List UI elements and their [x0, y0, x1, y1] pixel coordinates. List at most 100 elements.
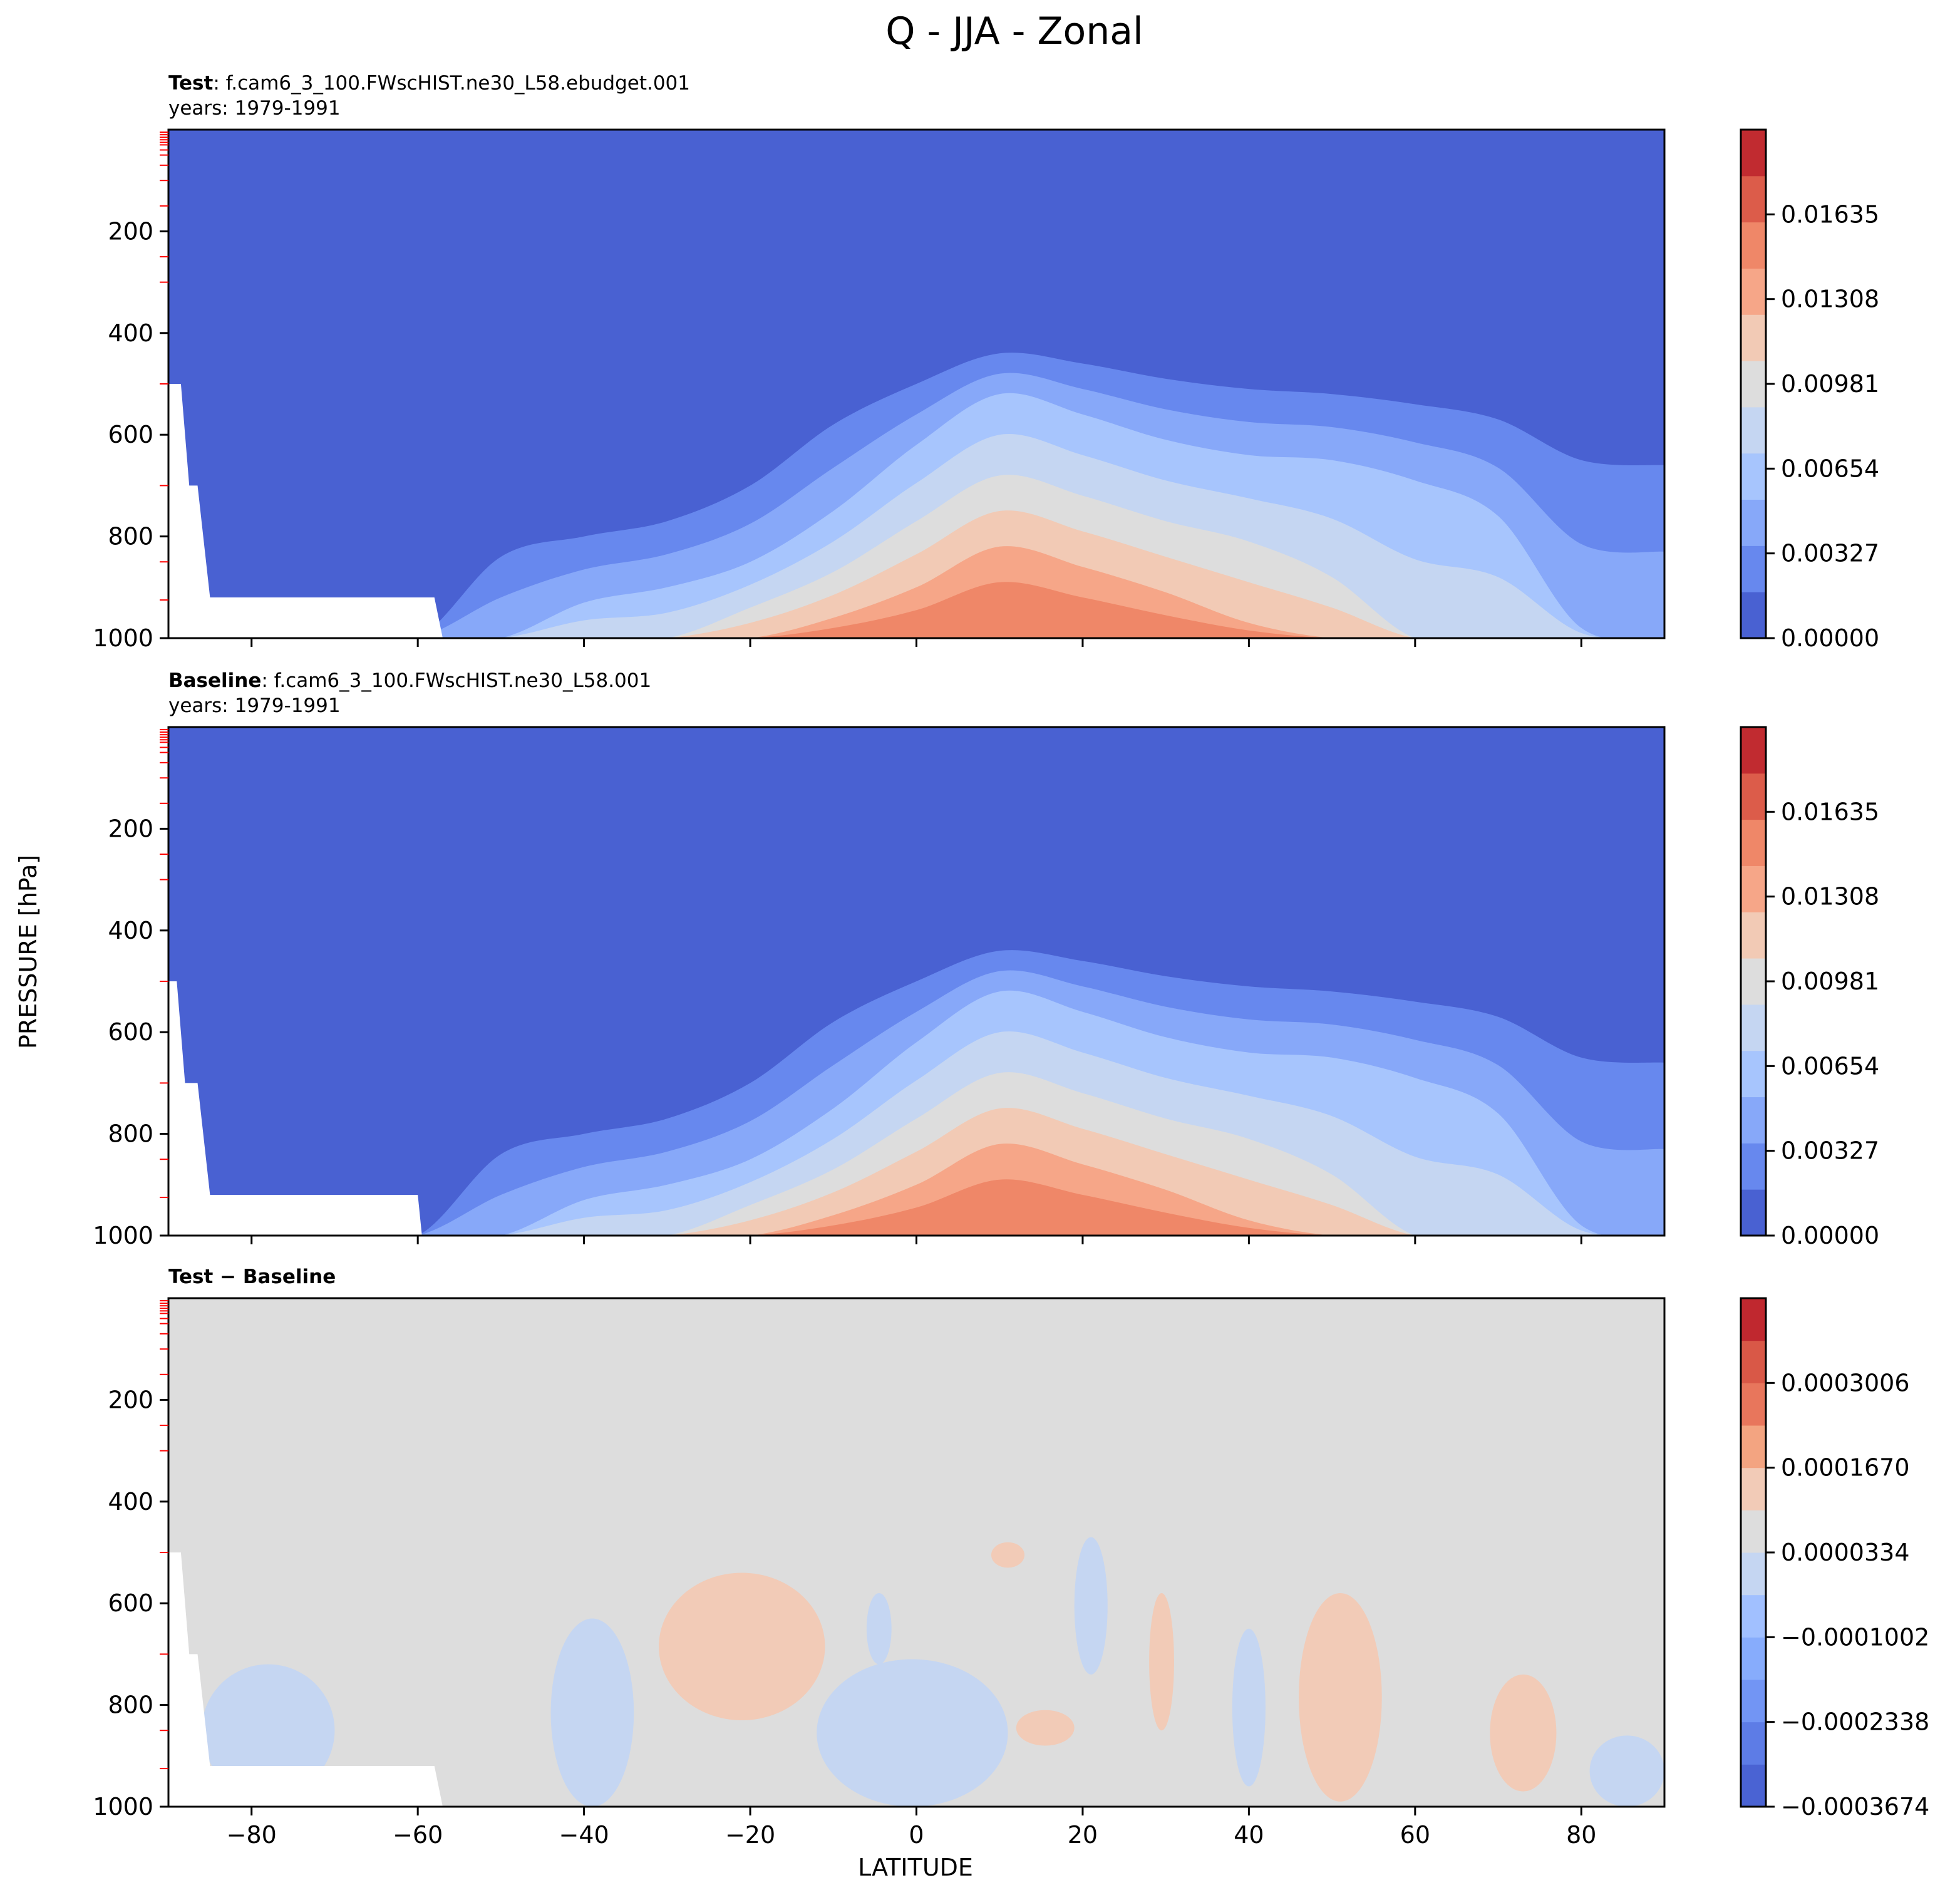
panel-baseline-label-bold: Baseline: [168, 669, 261, 692]
colorbar-tick-label: −0.0002338: [1781, 1708, 1929, 1736]
colorbar-band: [1741, 1552, 1766, 1596]
colorbar-tick-label: 0.0000334: [1781, 1539, 1910, 1566]
panel-difference-xaxis: −80 −60 −40 −20 0 20 40 60 80: [227, 1807, 1596, 1849]
test-surface-mask: [168, 384, 443, 638]
difference-feature-negative: [817, 1659, 1008, 1807]
colorbar-band: [1741, 1764, 1766, 1807]
y-tick-label: 800: [108, 523, 153, 550]
colorbar-tick-label: 0.00981: [1781, 370, 1879, 398]
colorbar-tick-label: 0.00000: [1781, 624, 1879, 652]
baseline-bands: [168, 727, 1664, 1236]
panel-baseline: Baseline: f.cam6_3_100.FWscHIST.ne30_L58…: [93, 669, 1879, 1249]
colorbar-band: [1741, 1594, 1766, 1638]
colorbar-band: [1741, 1680, 1766, 1723]
panel-test: Test: f.cam6_3_100.FWscHIST.ne30_L58.ebu…: [93, 72, 1879, 652]
colorbar-band: [1741, 1004, 1766, 1051]
band-8: [168, 582, 1664, 638]
colorbar-tick-label: −0.0003674: [1781, 1793, 1929, 1820]
colorbar-band: [1741, 958, 1766, 1005]
x-tick-label: 0: [909, 1821, 924, 1849]
colorbar-tick-label: 0.01308: [1781, 286, 1879, 313]
colorbar-tick-label: 0.01308: [1781, 883, 1879, 911]
y-tick-label: 600: [108, 1018, 153, 1046]
colorbar-tick-label: 0.0001670: [1781, 1454, 1910, 1482]
colorbar-tick-label: 0.00654: [1781, 1052, 1879, 1080]
difference-feature-negative: [1074, 1537, 1108, 1675]
difference-feature-negative: [550, 1618, 634, 1807]
colorbar-band: [1741, 1510, 1766, 1553]
colorbar-band: [1741, 592, 1766, 639]
colorbar-band: [1741, 865, 1766, 912]
x-tick-label: 40: [1234, 1821, 1264, 1849]
difference-feature-positive: [1149, 1593, 1174, 1731]
colorbar-band: [1741, 1722, 1766, 1765]
band-8: [168, 1179, 1664, 1236]
panel-baseline-xaxis: [250, 1236, 1582, 1244]
difference-feature-negative: [1589, 1735, 1664, 1807]
y-tick-label: 400: [108, 917, 153, 944]
panel-difference-yaxis: 200 400 600 800 1000: [93, 1300, 168, 1820]
x-tick-label: −80: [227, 1821, 277, 1849]
band-7: [168, 1144, 1664, 1236]
panel-baseline-yaxis: 200 400 600 800 1000: [93, 729, 168, 1249]
panel-difference-colorbar: −0.0003674 −0.0002338 −0.0001002 0.0000334 0…: [1740, 1297, 1929, 1820]
colorbar-band: [1741, 1637, 1766, 1680]
colorbar-tick-label: 0.00327: [1781, 540, 1879, 567]
colorbar-band: [1741, 1383, 1766, 1426]
x-tick-label: 60: [1400, 1821, 1430, 1849]
y-tick-label: 200: [108, 1386, 153, 1413]
panel-baseline-field: [168, 727, 1664, 1236]
colorbar-band: [1741, 1340, 1766, 1383]
x-tick-label: 20: [1068, 1821, 1098, 1849]
difference-surface-mask: [168, 1552, 443, 1807]
panel-baseline-colorbar: 0.00000 0.00327 0.00654 0.00981 0.01308 0.016…: [1740, 726, 1879, 1249]
difference-feature-positive: [1299, 1593, 1382, 1802]
colorbar-band: [1741, 1425, 1766, 1469]
x-tick-label: −20: [725, 1821, 775, 1849]
y-tick-label: 400: [108, 319, 153, 347]
colorbar-band: [1741, 1143, 1766, 1190]
difference-feature-positive: [659, 1572, 825, 1720]
y-tick-label: 800: [108, 1120, 153, 1148]
colorbar-tick-label: 0.00000: [1781, 1222, 1879, 1249]
colorbar-band: [1741, 130, 1766, 177]
panel-difference-label: Test − Baseline: [168, 1266, 336, 1288]
panel-baseline-label: Baseline: f.cam6_3_100.FWscHIST.ne30_L58…: [168, 669, 651, 692]
colorbar-band: [1741, 268, 1766, 315]
colorbar-tick-label: 0.00654: [1781, 455, 1879, 482]
y-axis-label: PRESSURE [hPa]: [14, 855, 42, 1049]
y-tick-label: 400: [108, 1488, 153, 1515]
band-6: [168, 510, 1664, 638]
colorbar-band: [1741, 1189, 1766, 1236]
colorbar-band: [1741, 773, 1766, 820]
colorbar-tick-label: 0.00981: [1781, 968, 1879, 995]
colorbar-band: [1741, 1050, 1766, 1098]
panel-test-label-bold: Test: [168, 72, 214, 95]
y-tick-label: 800: [108, 1691, 153, 1719]
panel-test-yaxis: 200 400 600 800 1000: [93, 132, 168, 652]
panel-test-label: Test: f.cam6_3_100.FWscHIST.ne30_L58.ebu…: [168, 72, 690, 95]
difference-feature-positive: [1016, 1710, 1075, 1746]
colorbar-band: [1741, 1467, 1766, 1510]
figure-title: Q - JJA - Zonal: [885, 9, 1143, 53]
x-tick-label: −40: [559, 1821, 609, 1849]
difference-feature-positive: [991, 1542, 1025, 1568]
y-tick-label: 600: [108, 1589, 153, 1617]
baseline-surface-mask: [168, 981, 422, 1236]
y-tick-label: 600: [108, 421, 153, 448]
colorbar-band: [1741, 361, 1766, 408]
y-tick-label: 1000: [93, 624, 153, 652]
colorbar-band: [1741, 453, 1766, 500]
colorbar-band: [1741, 314, 1766, 361]
panel-baseline-years: years: 1979-1991: [168, 694, 341, 717]
y-tick-label: 1000: [93, 1222, 153, 1249]
colorbar-band: [1741, 499, 1766, 546]
colorbar-band: [1741, 819, 1766, 866]
y-tick-label: 200: [108, 217, 153, 245]
colorbar-band: [1741, 175, 1766, 223]
difference-features: [202, 1537, 1664, 1807]
difference-feature-negative: [202, 1664, 335, 1797]
colorbar-band: [1741, 1298, 1766, 1341]
panel-test-field: [168, 130, 1664, 638]
